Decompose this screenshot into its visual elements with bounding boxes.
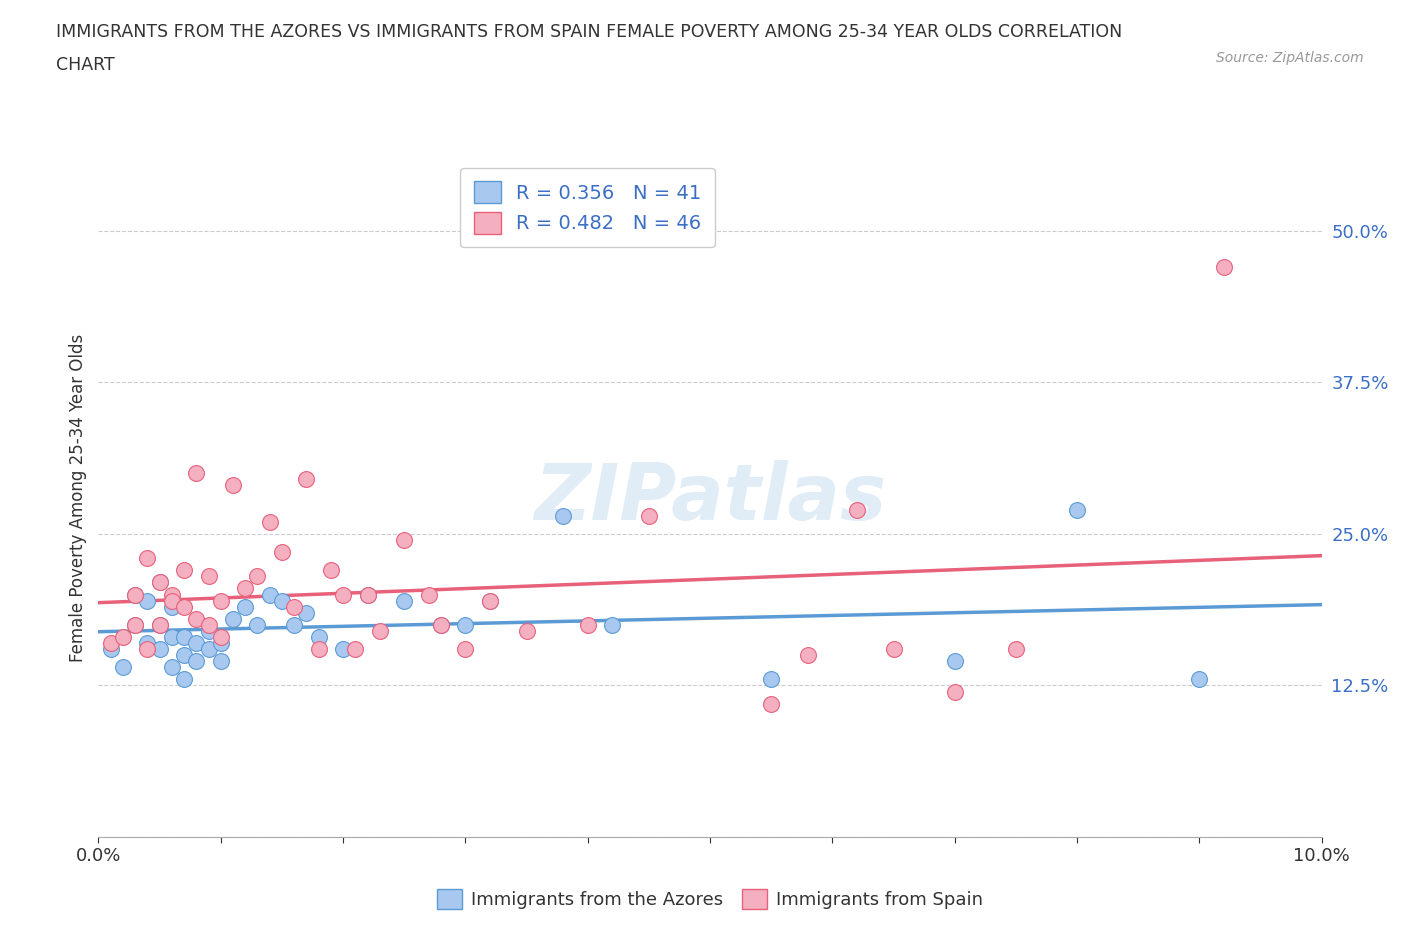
Point [845,502,868,517]
Point [124,618,146,632]
Point [332,587,354,602]
Point [392,593,416,608]
Point [356,587,378,602]
Point [600,618,623,632]
Point [1212,259,1234,274]
Point [943,684,966,699]
Point [797,647,820,662]
Point [197,623,219,638]
Point [319,563,342,578]
Point [356,587,378,602]
Point [173,630,195,644]
Point [295,605,318,620]
Point [295,472,318,486]
Point [197,642,219,657]
Text: ZIPatlas: ZIPatlas [534,459,886,536]
Point [173,672,195,687]
Point [173,563,195,578]
Point [516,623,538,638]
Point [368,623,391,638]
Point [478,593,501,608]
Point [883,642,905,657]
Text: CHART: CHART [56,56,115,73]
Point [197,618,219,632]
Point [1188,672,1211,687]
Point [308,630,330,644]
Point [637,509,661,524]
Point [283,618,305,632]
Point [136,635,159,650]
Point [124,587,146,602]
Point [149,642,172,657]
Point [344,642,367,657]
Point [759,672,782,687]
Point [259,587,281,602]
Point [553,509,575,524]
Point [149,575,172,590]
Point [332,642,354,657]
Text: Source: ZipAtlas.com: Source: ZipAtlas.com [1216,51,1364,65]
Point [233,599,256,614]
Point [160,593,183,608]
Point [418,587,440,602]
Point [759,697,782,711]
Point [233,581,256,596]
Point [186,654,208,669]
Point [149,618,172,632]
Point [197,569,219,584]
Point [149,575,172,590]
Point [454,642,477,657]
Point [160,630,183,644]
Point [430,618,453,632]
Point [160,587,183,602]
Point [136,551,159,565]
Text: IMMIGRANTS FROM THE AZORES VS IMMIGRANTS FROM SPAIN FEMALE POVERTY AMONG 25-34 Y: IMMIGRANTS FROM THE AZORES VS IMMIGRANTS… [56,23,1122,41]
Point [246,569,269,584]
Point [100,642,122,657]
Point [209,654,232,669]
Point [136,593,159,608]
Point [308,642,330,657]
Point [430,618,453,632]
Point [246,618,269,632]
Point [392,533,416,548]
Point [111,660,134,675]
Point [160,599,183,614]
Point [111,630,134,644]
Point [943,654,966,669]
Point [222,478,245,493]
Point [1004,642,1026,657]
Point [186,611,208,626]
Point [149,618,172,632]
Point [209,630,232,644]
Point [283,599,305,614]
Point [124,618,146,632]
Point [124,587,146,602]
Point [1066,502,1088,517]
Point [173,647,195,662]
Point [454,618,477,632]
Point [186,466,208,481]
Point [270,593,292,608]
Point [222,611,245,626]
Legend: Immigrants from the Azores, Immigrants from Spain: Immigrants from the Azores, Immigrants f… [430,882,990,916]
Point [100,635,122,650]
Point [160,660,183,675]
Point [209,593,232,608]
Point [173,599,195,614]
Point [136,642,159,657]
Point [478,593,501,608]
Point [259,514,281,529]
Point [209,635,232,650]
Point [186,635,208,650]
Point [270,545,292,560]
Point [576,618,599,632]
Y-axis label: Female Poverty Among 25-34 Year Olds: Female Poverty Among 25-34 Year Olds [69,334,87,661]
